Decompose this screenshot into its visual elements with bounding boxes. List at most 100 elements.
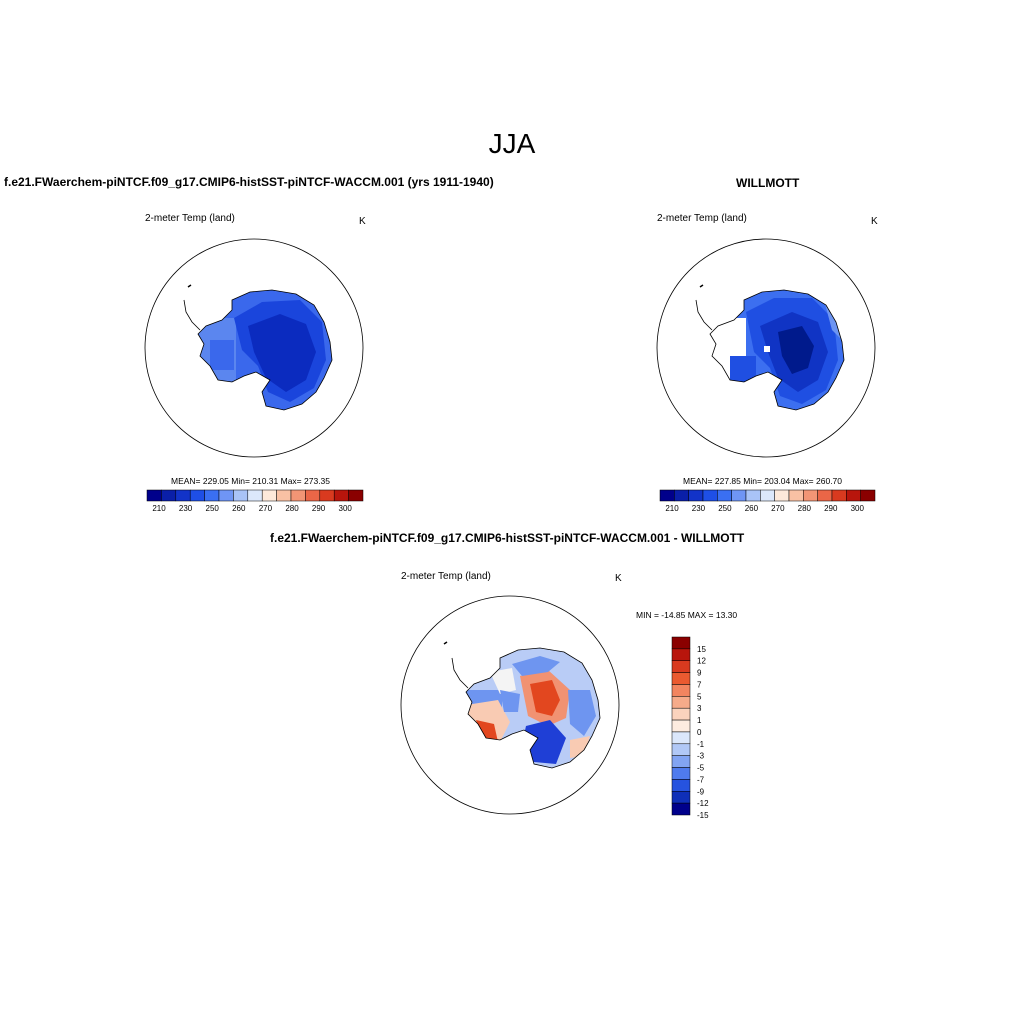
model-colorbar-box	[161, 489, 177, 502]
diff-colorbar-tick-label: 12	[697, 657, 706, 666]
obs-panel-title: WILLMOTT	[736, 176, 800, 190]
model-island	[187, 284, 192, 288]
obs-colorbar-box	[702, 489, 718, 502]
model-colorbar-tick-label: 290	[312, 504, 326, 513]
obs-colorbar-box	[774, 489, 790, 502]
diff-colorbar-tick-label: 1	[697, 716, 702, 725]
diff-colorbar-tick-label: -9	[697, 787, 705, 796]
model-colorbar-tick-label: 270	[259, 504, 273, 513]
diff-colorbar-box	[671, 636, 691, 650]
diff-colorbar-box	[671, 767, 691, 780]
diff-colorbar-tick-label: -7	[697, 775, 705, 784]
diff-colorbar-box	[671, 684, 691, 697]
model-colorbar-box	[218, 489, 234, 502]
diff-island	[443, 641, 448, 645]
obs-colorbar-tick-label: 270	[771, 504, 785, 513]
model-colorbar-box	[290, 489, 306, 502]
obs-island	[699, 284, 704, 288]
obs-stats: MEAN= 227.85 Min= 203.04 Max= 260.70	[683, 476, 843, 486]
diff-colorbar-tick-label: 3	[697, 704, 702, 713]
diff-colorbar-tick-label: 9	[697, 669, 702, 678]
diff-colorbar-tick-label: -1	[697, 740, 705, 749]
model-colorbar-box	[146, 489, 162, 502]
model-colorbar-tick-label: 280	[285, 504, 299, 513]
model-panel-title: f.e21.FWaerchem-piNTCF.f09_g17.CMIP6-his…	[4, 175, 494, 189]
obs-colorbar-box	[688, 489, 704, 502]
obs-colorbar-box	[860, 489, 876, 502]
model-colorbar-box	[319, 489, 335, 502]
diff-colorbar-box	[671, 755, 691, 768]
diff-colorbar-box	[671, 707, 691, 721]
obs-colorbar-box	[745, 489, 761, 502]
obs-variable-label: 2-meter Temp (land)	[657, 213, 747, 224]
obs-colorbar-tick-label: 300	[851, 504, 865, 513]
obs-colorbar-box	[674, 489, 689, 502]
diff-colorbar-tick-label: 15	[697, 645, 706, 654]
obs-temperature-field	[710, 290, 844, 410]
figure-title: JJA	[488, 128, 536, 159]
obs-peninsula-coast	[695, 299, 713, 331]
model-colorbar-box	[305, 489, 321, 502]
obs-colorbar-tick-label: 210	[665, 504, 679, 513]
diff-colorbar-box	[671, 743, 691, 756]
diff-colorbar-box	[671, 648, 691, 661]
diff-colorbar-tick-label: -5	[697, 764, 705, 773]
diff-colorbar-box	[671, 779, 691, 792]
diff-colorbar-box	[671, 672, 691, 685]
model-colorbar-box	[204, 489, 220, 502]
model-colorbar-tick-label: 300	[339, 504, 353, 513]
model-colorbar-box	[261, 489, 277, 502]
diff-stats: MIN = -14.85 MAX = 13.30	[636, 610, 738, 620]
diff-colorbar-tick-label: 0	[697, 728, 702, 737]
obs-colorbar-box	[760, 489, 775, 502]
obs-colorbar-tick-label: 230	[692, 504, 706, 513]
diff-colorbar-box	[671, 731, 691, 745]
diff-colorbar-box	[671, 791, 691, 804]
obs-colorbar-tick-label: 290	[824, 504, 838, 513]
obs-colorbar-box	[803, 489, 818, 502]
diff-colorbar	[671, 636, 691, 816]
model-stats: MEAN= 229.05 Min= 210.31 Max= 273.35	[171, 476, 331, 486]
obs-colorbar-tick-label: 280	[798, 504, 812, 513]
diff-panel-title: f.e21.FWaerchem-piNTCF.f09_g17.CMIP6-his…	[270, 531, 745, 545]
model-colorbar	[146, 489, 364, 502]
obs-colorbar-box	[817, 489, 833, 502]
model-colorbar-tick-label: 230	[179, 504, 193, 513]
model-colorbar-labels: 210 230 250 260 270 280 290 300	[152, 504, 352, 513]
diff-colorbar-tick-label: 7	[697, 680, 702, 689]
model-map	[144, 238, 364, 458]
diff-variable-label: 2-meter Temp (land)	[401, 571, 491, 582]
model-units-label: K	[359, 216, 366, 227]
model-colorbar-box	[333, 489, 349, 502]
model-peninsula-coast	[183, 299, 201, 331]
diff-colorbar-box	[671, 696, 691, 709]
obs-units-label: K	[871, 216, 878, 227]
model-colorbar-box	[247, 489, 263, 502]
obs-colorbar-box	[717, 489, 732, 502]
diff-units-label: K	[615, 573, 622, 584]
model-colorbar-tick-label: 250	[206, 504, 220, 513]
model-colorbar-box	[175, 489, 191, 502]
model-colorbar-box	[348, 489, 364, 502]
diff-colorbar-box	[671, 660, 691, 673]
model-variable-label: 2-meter Temp (land)	[145, 213, 235, 224]
diff-colorbar-box	[671, 719, 691, 733]
obs-colorbar-box	[659, 489, 675, 502]
obs-map	[656, 238, 876, 458]
obs-colorbar-tick-label: 260	[745, 504, 759, 513]
diff-colorbar-tick-label: 5	[697, 692, 702, 701]
model-colorbar-box	[233, 489, 249, 502]
obs-colorbar-labels: 210 230 250 260 270 280 290 300	[665, 504, 864, 513]
obs-colorbar-tick-label: 250	[718, 504, 732, 513]
diff-colorbar-tick-label: -12	[697, 799, 709, 808]
diff-colorbar-tick-label: -15	[697, 811, 709, 820]
obs-colorbar-box	[831, 489, 847, 502]
diff-colorbar-tick-label: -3	[697, 752, 705, 761]
diff-colorbar-labels: 15 12 9 7 5 3 1 0 -1 -3 -5 -7 -9 -12 -15	[697, 645, 709, 820]
model-colorbar-tick-label: 210	[152, 504, 166, 513]
diff-peninsula-coast	[451, 657, 469, 689]
obs-colorbar	[659, 489, 876, 502]
model-colorbar-box	[276, 489, 292, 502]
obs-colorbar-box	[846, 489, 861, 502]
